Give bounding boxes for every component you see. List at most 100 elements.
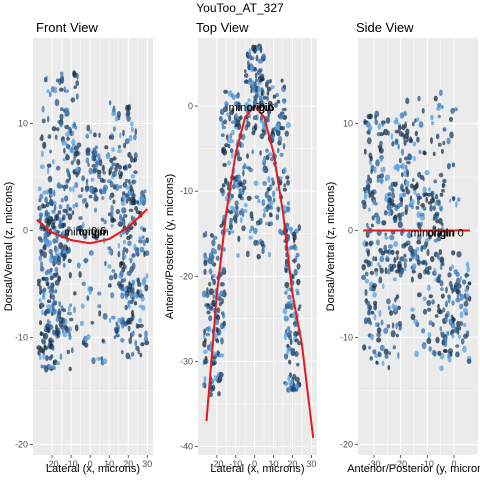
data-point: [254, 85, 259, 93]
data-point: [214, 319, 219, 326]
data-point: [203, 349, 208, 355]
data-point: [295, 383, 300, 390]
annotation-label: minorigin: [64, 227, 109, 239]
data-point: [412, 141, 417, 147]
data-point: [292, 373, 297, 380]
x-axis-label: Anterior/Posterior (y, microns: [347, 463, 480, 475]
data-point: [66, 311, 73, 316]
data-point: [89, 129, 93, 135]
data-point: [379, 178, 384, 185]
data-point: [39, 332, 44, 336]
data-point: [251, 149, 255, 155]
data-point: [286, 206, 291, 212]
data-point: [202, 340, 207, 348]
data-point: [234, 219, 238, 224]
data-point: [459, 303, 464, 310]
data-point: [55, 165, 61, 171]
data-point: [111, 269, 116, 273]
data-point: [229, 139, 234, 144]
data-point: [234, 123, 239, 128]
data-point: [230, 148, 234, 154]
data-point: [127, 240, 132, 247]
data-point: [203, 259, 208, 267]
data-point: [416, 117, 420, 122]
data-point: [289, 303, 294, 311]
data-point: [403, 170, 408, 178]
data-point: [42, 245, 46, 250]
data-point: [67, 305, 71, 312]
data-point: [55, 78, 60, 83]
data-point: [73, 291, 77, 296]
data-point: [131, 262, 136, 270]
data-point: [439, 192, 444, 197]
data-point: [112, 199, 116, 205]
data-point: [381, 120, 385, 127]
data-point: [378, 248, 383, 253]
data-point: [124, 291, 127, 299]
data-point: [414, 350, 419, 357]
data-point: [468, 295, 472, 302]
data-point: [58, 300, 62, 307]
data-point: [126, 110, 131, 117]
data-point: [374, 322, 378, 328]
data-point: [76, 159, 81, 166]
data-point: [130, 121, 134, 127]
data-point: [413, 155, 416, 162]
data-point: [280, 78, 284, 83]
data-point: [234, 200, 239, 207]
data-point: [117, 317, 123, 323]
data-point: [39, 193, 44, 200]
data-point: [40, 150, 44, 157]
data-point: [55, 236, 59, 244]
data-point: [379, 267, 384, 274]
data-point: [122, 246, 127, 252]
data-point: [95, 161, 99, 168]
data-point: [387, 209, 392, 217]
data-point: [422, 150, 427, 156]
data-point: [282, 307, 288, 315]
data-point: [110, 292, 115, 299]
data-point: [440, 333, 446, 338]
data-point: [379, 140, 383, 146]
data-point: [373, 300, 378, 306]
data-point: [231, 193, 234, 199]
data-point: [455, 297, 461, 303]
data-point: [133, 134, 137, 141]
data-point: [224, 143, 229, 148]
data-point: [298, 382, 302, 388]
x-tick-label: -20: [210, 459, 223, 469]
data-point: [39, 250, 44, 257]
data-point: [130, 174, 136, 179]
data-point: [410, 276, 414, 283]
data-point: [37, 281, 41, 287]
data-point: [204, 356, 208, 360]
data-point: [244, 73, 249, 78]
data-point: [274, 102, 278, 108]
data-point: [381, 220, 387, 226]
data-point: [101, 179, 106, 183]
data-point: [374, 114, 377, 120]
data-point: [262, 212, 266, 218]
data-point: [370, 223, 374, 228]
data-point: [121, 193, 126, 201]
data-point: [296, 263, 301, 270]
data-point: [45, 308, 50, 314]
data-point: [230, 120, 236, 124]
data-point: [254, 72, 258, 79]
data-point: [61, 217, 65, 221]
data-point: [231, 183, 236, 190]
data-point: [212, 303, 216, 308]
data-point: [66, 178, 70, 183]
data-point: [440, 105, 444, 109]
data-point: [252, 115, 257, 121]
data-point: [45, 328, 50, 333]
data-point: [384, 174, 391, 181]
data-point: [110, 216, 115, 224]
data-point: [465, 272, 468, 279]
data-point: [81, 175, 85, 182]
data-point: [77, 194, 83, 199]
data-point: [203, 359, 208, 365]
data-point: [36, 345, 42, 351]
data-point: [271, 133, 275, 141]
